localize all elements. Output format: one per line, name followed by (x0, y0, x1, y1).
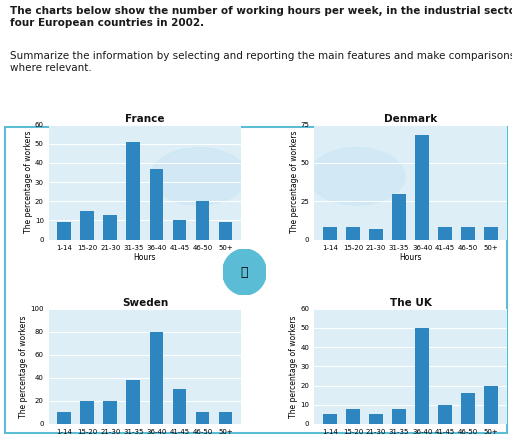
Bar (438, 227, 452, 239)
Bar (369, 229, 383, 239)
Bar (150, 169, 163, 239)
X-axis label: Hours: Hours (399, 253, 422, 262)
Bar (196, 413, 209, 424)
Circle shape (151, 148, 247, 205)
Bar (80, 401, 94, 424)
Y-axis label: The percentage of workers: The percentage of workers (24, 131, 33, 233)
Bar (196, 201, 209, 239)
Bar (150, 332, 163, 424)
Bar (219, 222, 232, 239)
Bar (126, 142, 140, 239)
Bar (103, 401, 117, 424)
Text: 🐒: 🐒 (241, 267, 248, 279)
Bar (57, 413, 71, 424)
Bar (438, 405, 452, 424)
Title: Denmark: Denmark (384, 114, 437, 124)
Title: The UK: The UK (390, 298, 432, 308)
Bar (346, 227, 360, 239)
Bar (126, 380, 140, 424)
Bar (80, 211, 94, 239)
Y-axis label: The percentage of workers: The percentage of workers (289, 131, 298, 233)
Y-axis label: The percentage of workers: The percentage of workers (289, 315, 298, 418)
Bar (323, 414, 337, 424)
Y-axis label: The percentage of workers: The percentage of workers (19, 315, 28, 418)
Circle shape (223, 249, 266, 295)
Bar (173, 221, 186, 239)
Bar (484, 227, 498, 239)
Bar (415, 328, 429, 424)
Bar (461, 227, 475, 239)
X-axis label: Hours: Hours (134, 253, 156, 262)
Bar (461, 393, 475, 424)
Bar (323, 227, 337, 239)
Bar (103, 215, 117, 239)
Circle shape (309, 148, 405, 205)
Bar (346, 409, 360, 424)
Bar (484, 385, 498, 424)
Bar (369, 414, 383, 424)
Text: Summarize the information by selecting and reporting the main features and make : Summarize the information by selecting a… (10, 52, 512, 73)
Bar (57, 222, 71, 239)
Bar (219, 413, 232, 424)
Bar (173, 389, 186, 424)
Bar (392, 409, 406, 424)
Title: France: France (125, 114, 165, 124)
Bar (415, 135, 429, 239)
Text: The charts below show the number of working hours per week, in the industrial se: The charts below show the number of work… (10, 6, 512, 28)
Title: Sweden: Sweden (122, 298, 168, 308)
Bar (392, 194, 406, 239)
